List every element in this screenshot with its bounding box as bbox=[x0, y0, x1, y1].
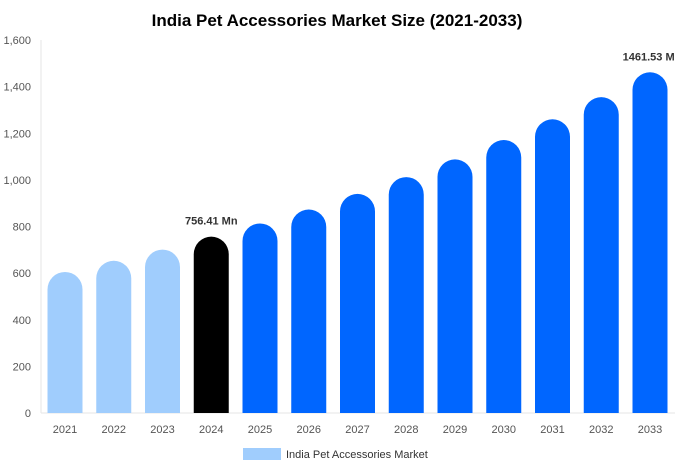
bar-2027[interactable] bbox=[340, 193, 375, 413]
bar-2031[interactable] bbox=[535, 119, 570, 413]
bar-2033[interactable] bbox=[632, 72, 668, 413]
x-tick-label: 2024 bbox=[199, 424, 223, 436]
bar-2029[interactable] bbox=[437, 159, 473, 413]
y-tick-label: 600 bbox=[13, 268, 31, 280]
y-tick-label: 1,000 bbox=[3, 175, 31, 187]
x-tick-label: 2029 bbox=[443, 424, 467, 436]
bar-2021[interactable] bbox=[47, 271, 83, 413]
bar-2025[interactable] bbox=[242, 223, 278, 413]
x-tick-label: 2028 bbox=[394, 424, 418, 436]
bar-2030[interactable] bbox=[486, 140, 522, 413]
y-tick-label: 200 bbox=[13, 361, 31, 373]
x-tick-label: 2021 bbox=[53, 424, 77, 436]
x-tick-label: 2030 bbox=[492, 424, 516, 436]
x-tick-label: 2027 bbox=[345, 424, 369, 436]
legend-swatch bbox=[243, 448, 281, 460]
bar-2028[interactable] bbox=[388, 177, 424, 413]
x-tick-label: 2031 bbox=[540, 424, 564, 436]
y-tick-label: 1,200 bbox=[3, 128, 31, 140]
bar-2032[interactable] bbox=[583, 97, 619, 413]
x-tick-label: 2026 bbox=[297, 424, 321, 436]
bar-2026[interactable] bbox=[291, 209, 327, 413]
bar-2022[interactable] bbox=[96, 260, 132, 413]
y-tick-label: 800 bbox=[13, 222, 31, 234]
x-tick-label: 2025 bbox=[248, 424, 272, 436]
legend[interactable]: India Pet Accessories Market bbox=[243, 448, 428, 461]
x-tick-label: 2022 bbox=[102, 424, 126, 436]
x-tick-label: 2032 bbox=[589, 424, 613, 436]
bar-2024[interactable] bbox=[193, 236, 229, 413]
y-tick-label: 1,600 bbox=[3, 35, 31, 47]
data-label-2024: 756.41 Mn bbox=[185, 216, 238, 228]
chart-title: India Pet Accessories Market Size (2021-… bbox=[152, 11, 523, 30]
bar-2023[interactable] bbox=[145, 249, 180, 413]
x-tick-label: 2033 bbox=[638, 424, 662, 436]
y-tick-label: 400 bbox=[13, 315, 31, 327]
data-label-2033: 1461.53 Mn bbox=[623, 51, 675, 63]
x-tick-label: 2023 bbox=[150, 424, 174, 436]
legend-label: India Pet Accessories Market bbox=[286, 449, 428, 461]
y-tick-label: 1,400 bbox=[3, 82, 31, 94]
y-tick-label: 0 bbox=[25, 408, 31, 420]
